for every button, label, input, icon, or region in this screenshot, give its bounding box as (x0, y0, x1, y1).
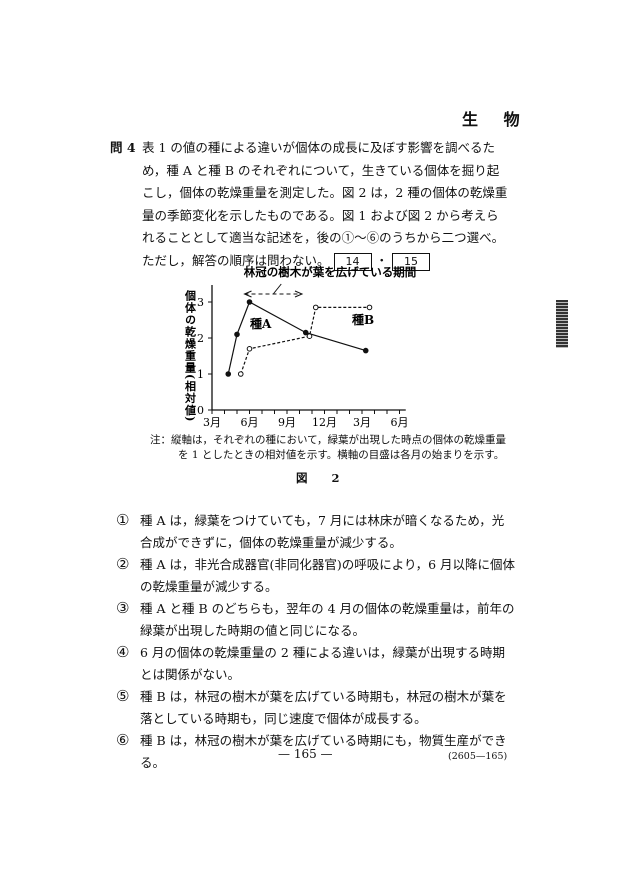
page-code: (2605—165) (448, 751, 508, 762)
data-point (302, 329, 309, 336)
figure-caption: 図 2 (296, 471, 350, 485)
answer-box-14[interactable]: 14 (333, 252, 372, 271)
choice-3[interactable]: ③ 種 A と種 B のどちらも，翌年の 4 月の個体の乾燥重量は，前年の緑葉が出… (116, 598, 516, 641)
choice-text: 種 A と種 B のどちらも，翌年の 4 月の個体の乾燥重量は，前年の緑葉が出現… (140, 601, 515, 638)
data-point (366, 304, 373, 311)
series-line (227, 301, 366, 375)
choice-number-icon: ③ (116, 599, 130, 617)
data-point (312, 304, 319, 311)
figure-note: 注：縦軸は，それぞれの種において，緑葉が出現した時点の個体の乾燥重量 を 1 と… (150, 433, 510, 463)
arrow-head-right (294, 290, 304, 298)
series-b (237, 304, 373, 377)
x-tick-label: 6月 (241, 416, 259, 429)
choice-text: 種 B は，林冠の樹木が葉を広げている時期にも，物質生産ができる。 (140, 733, 507, 770)
choice-1[interactable]: ① 種 A は，緑葉をつけていても，7 月には林床が暗くなるため，光合成ができずに… (116, 510, 516, 553)
choice-text: 種 B は，林冠の樹木が葉を広げている時期も，林冠の樹木が葉を落としている時期も… (140, 689, 507, 726)
data-point (225, 371, 232, 377)
data-point (237, 371, 244, 377)
choice-text: 種 A は，非光合成器官(非同化器官)の呼吸により，6 月以降に個体の乾燥重量が… (140, 557, 516, 594)
y-tick-label: 3 (197, 296, 204, 309)
answer-box-15[interactable]: 15 (392, 252, 431, 271)
series-a (225, 299, 369, 377)
y-tick-label: 2 (197, 332, 204, 345)
arrow-head-left (243, 290, 252, 298)
choice-text: 種 A は，緑葉をつけていても，7 月には林床が暗くなるため，光合成ができずに，… (140, 513, 505, 550)
y-tick-label: 0 (197, 404, 204, 417)
question-number: 問 4 (110, 140, 136, 155)
annotation-label: 林冠の樹木が葉を広げている期間 (244, 265, 417, 279)
choice-number-icon: ② (116, 555, 130, 573)
choices-list: ① 種 A は，緑葉をつけていても，7 月には林床が暗くなるため，光合成ができずに… (116, 510, 516, 774)
x-tick-label: 3月 (203, 416, 221, 429)
note-line-2: を 1 としたときの相対値を示す。横軸の目盛は各月の始まりを示す。 (178, 449, 505, 461)
data-point (246, 299, 253, 305)
choice-number-icon: ⑥ (116, 731, 130, 749)
annotation-leader (272, 283, 282, 295)
y-tick-label: 1 (197, 368, 204, 381)
series-label-b: 種B (352, 312, 374, 327)
choice-text: 6 月の個体の乾燥重量の 2 種による違いは，緑葉が出現する時期とは関係がない。 (140, 645, 505, 682)
question-text: 表 1 の値の種による違いが個体の成長に及ぼす影響を調べるため，種 A と種 B… (142, 140, 508, 268)
x-tick-label: 9月 (278, 416, 296, 429)
data-point (246, 346, 253, 352)
page-number: — 165 — (278, 747, 333, 761)
choice-4[interactable]: ④ 6 月の個体の乾燥重量の 2 種による違いは，緑葉が出現する時期とは関係がない… (116, 642, 516, 685)
data-point (306, 333, 313, 340)
choice-number-icon: ④ (116, 643, 130, 661)
x-tick-label: 6月 (391, 416, 409, 429)
choice-number-icon: ⑤ (116, 687, 130, 705)
y-axis-label: 個体の乾燥重量(相対値) (184, 289, 198, 423)
choice-6[interactable]: ⑥ 種 B は，林冠の樹木が葉を広げている時期にも，物質生産ができる。 (116, 730, 516, 773)
choice-number-icon: ① (116, 511, 130, 529)
x-tick-label: 3月 (353, 416, 371, 429)
data-point (234, 331, 240, 338)
question-4: 問 4 表 1 の値の種による違いが個体の成長に及ぼす影響を調べるため，種 A … (110, 137, 510, 272)
choice-2[interactable]: ② 種 A は，非光合成器官(非同化器官)の呼吸により，6 月以降に個体の乾燥重量… (116, 554, 516, 597)
note-line-1: 注：縦軸は，それぞれの種において，緑葉が出現した時点の個体の乾燥重量 (150, 434, 506, 446)
x-tick-label: 12月 (312, 416, 337, 429)
answer-separator: ・ (375, 252, 389, 268)
margin-barcode (556, 300, 568, 348)
data-point (362, 347, 369, 354)
subject-header: 生 物 (462, 110, 530, 129)
series-label-a: 種A (250, 316, 272, 331)
choice-5[interactable]: ⑤ 種 B は，林冠の樹木が葉を広げている時期も，林冠の樹木が葉を落としている時期… (116, 686, 516, 729)
